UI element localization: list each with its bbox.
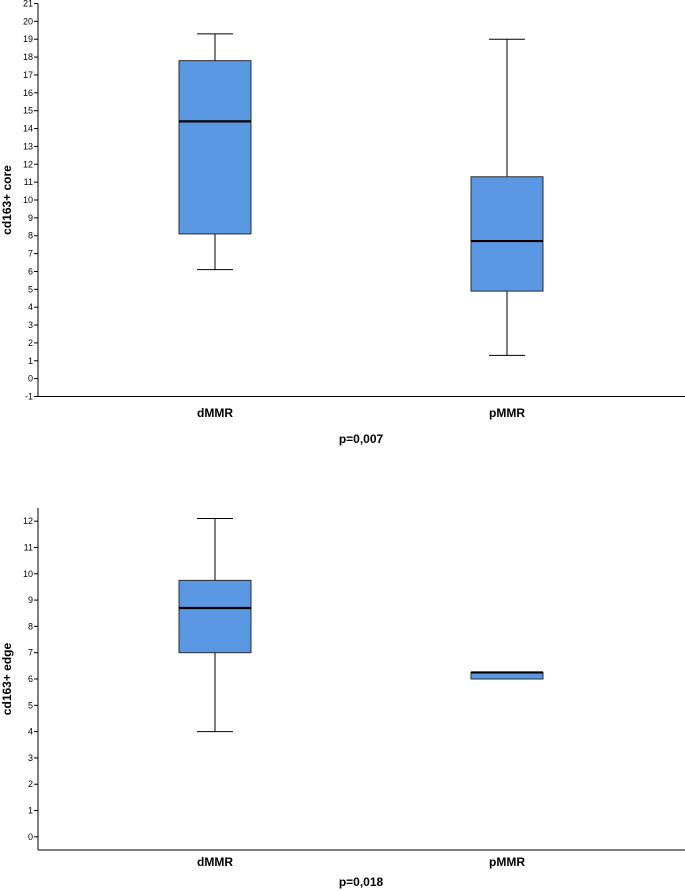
iqr-box xyxy=(178,579,252,654)
y-tick-label: 6 xyxy=(28,674,33,684)
y-axis-title: cd163+ edge xyxy=(0,642,14,715)
y-tick-label: 5 xyxy=(28,700,33,710)
iqr-box xyxy=(470,176,544,292)
y-tick-label: 9 xyxy=(28,213,33,223)
y-tick-label: 8 xyxy=(28,231,33,241)
y-tick-label: 4 xyxy=(28,727,33,737)
y-tick-label: 0 xyxy=(28,832,33,842)
y-tick-label: 2 xyxy=(28,338,33,348)
y-tick-label: 11 xyxy=(24,177,33,187)
y-tick-label: 3 xyxy=(28,320,33,330)
y-tick-label: 12 xyxy=(23,159,33,169)
p-value-caption: p=0,018 xyxy=(339,875,384,889)
y-tick-label: 6 xyxy=(28,266,33,276)
box-pmmr xyxy=(470,38,544,356)
y-tick-label: 15 xyxy=(23,106,33,116)
y-tick-label: 13 xyxy=(23,141,33,151)
y-tick-label: 18 xyxy=(23,52,33,62)
y-tick-label: 8 xyxy=(28,621,33,631)
y-tick-label: 7 xyxy=(28,648,33,658)
box-pmmr xyxy=(470,671,544,680)
y-tick-label: 4 xyxy=(28,302,33,312)
y-tick-label: 0 xyxy=(28,374,33,384)
p-value-caption: p=0,007 xyxy=(339,432,384,446)
y-tick-label: 3 xyxy=(28,753,33,763)
box-dmmr xyxy=(178,518,252,733)
y-tick-label: 11 xyxy=(24,542,33,552)
y-tick-label: 21 xyxy=(23,0,33,9)
y-tick-label: 12 xyxy=(23,516,33,526)
y-tick-label: 19 xyxy=(23,34,33,44)
x-category-label: dMMR xyxy=(197,855,233,869)
y-tick-label: 2 xyxy=(28,779,33,789)
y-tick-label: 17 xyxy=(23,70,33,80)
y-tick-label: 1 xyxy=(28,356,33,366)
y-tick-label: 9 xyxy=(28,595,33,605)
x-category-label: pMMR xyxy=(489,406,525,420)
y-tick-label: 7 xyxy=(28,249,33,259)
x-category-label: pMMR xyxy=(489,855,525,869)
y-tick-label: 16 xyxy=(23,88,33,98)
y-tick-label: 10 xyxy=(23,569,33,579)
y-tick-label: 1 xyxy=(28,806,33,816)
y-axis-title: cd163+ core xyxy=(0,165,14,235)
box-dmmr xyxy=(178,33,252,271)
chart-cd163-core: -10123456789101112131415161718192021cd16… xyxy=(0,0,685,446)
y-tick-label: 10 xyxy=(23,195,33,205)
y-tick-label: -1 xyxy=(25,392,33,402)
y-tick-label: 5 xyxy=(28,284,33,294)
y-tick-label: 14 xyxy=(23,124,33,134)
iqr-box xyxy=(178,60,252,235)
y-tick-label: 20 xyxy=(23,16,33,26)
x-category-label: dMMR xyxy=(197,406,233,420)
